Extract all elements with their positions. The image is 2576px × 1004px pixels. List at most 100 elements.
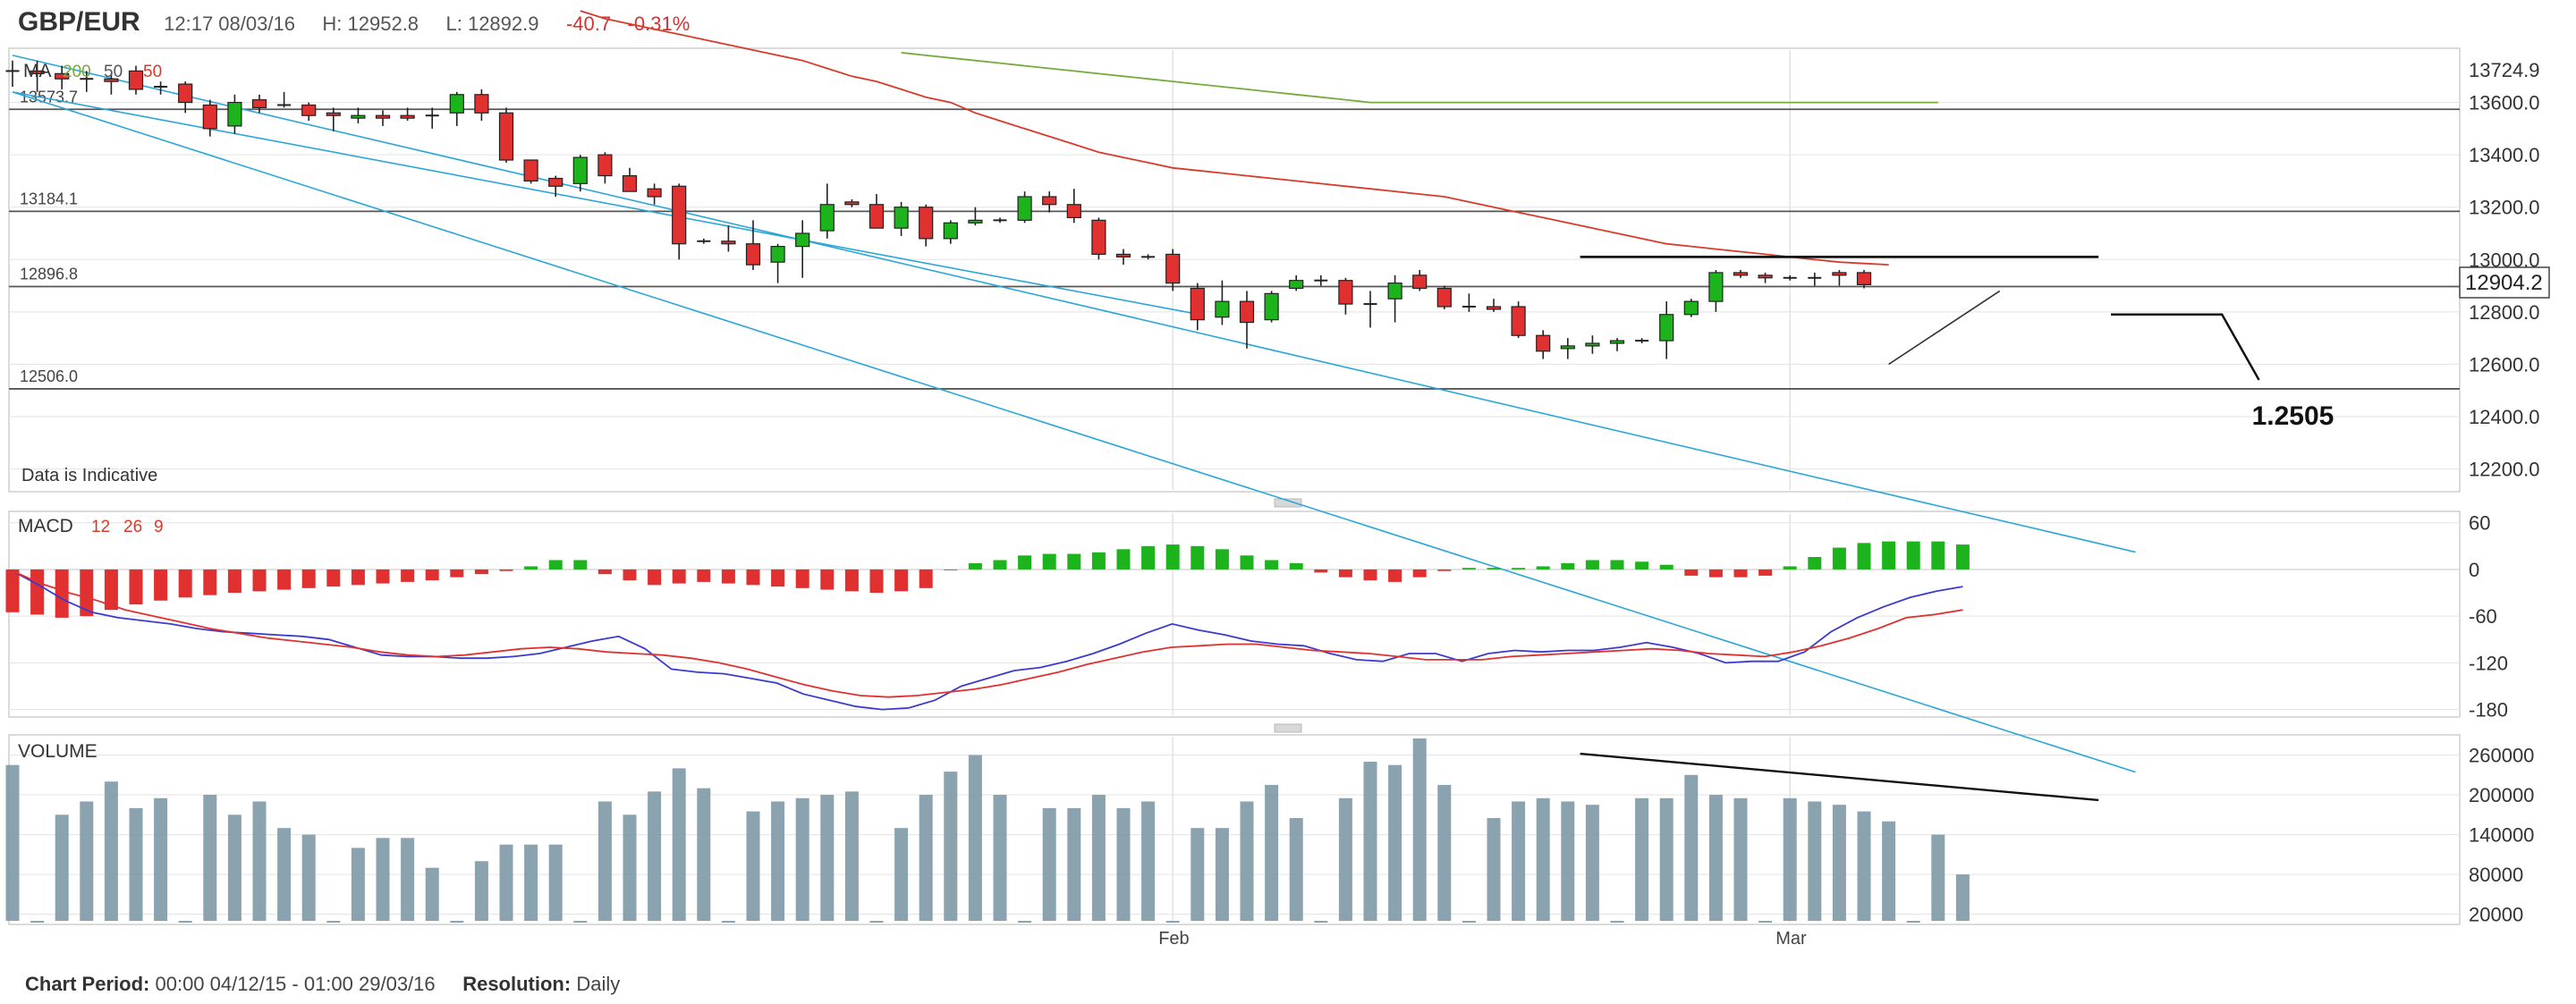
x-tick-label: Feb (1158, 929, 1189, 949)
volume-bar (474, 861, 488, 921)
volume-bar (1808, 801, 1822, 921)
volume-bar (1191, 828, 1205, 921)
candle-body (1708, 272, 1724, 302)
volume-bar (1955, 874, 1970, 921)
macd-param-fast: 12 (91, 518, 110, 536)
volume-bar (697, 788, 711, 921)
volume-bar (1388, 764, 1402, 921)
volume-bar (1684, 774, 1699, 921)
price-panel-frame (8, 47, 2461, 493)
candle-body (1239, 300, 1255, 324)
macd-histogram-bar (1116, 549, 1131, 569)
candle-body (672, 185, 687, 245)
ma-period-50a: 50 (104, 63, 123, 81)
macd-histogram-bar (844, 569, 859, 592)
volume-bar (1906, 921, 1920, 923)
level-label: 12506.0 (20, 367, 78, 385)
candle-body (844, 201, 860, 206)
ma-period-200: 200 (63, 63, 91, 81)
volume-bar (1240, 801, 1254, 921)
macd-histogram-bar (1165, 544, 1180, 569)
macd-histogram-bar (1042, 553, 1056, 569)
macd-histogram-bar (1512, 568, 1526, 569)
x-tick-label: Mar (1775, 929, 1807, 949)
macd-histogram-bar (1882, 541, 1896, 569)
price-tick-label: 12600.0 (2469, 353, 2540, 375)
macd-histogram-bar (795, 569, 809, 588)
volume-bar (1635, 797, 1649, 921)
ma-indicator-label: MA (23, 61, 52, 81)
macd-histogram-bar (401, 569, 415, 582)
candle-body (55, 72, 70, 80)
macd-histogram-bar (1363, 569, 1377, 581)
volume-bar (1832, 805, 1846, 921)
macd-histogram-bar (1635, 561, 1649, 569)
macd-histogram-bar (1708, 569, 1723, 578)
volume-bar (1585, 805, 1599, 921)
volume-title: VOLUME (18, 741, 97, 762)
macd-tick-label: -120 (2469, 652, 2508, 674)
macd-histogram-bar (450, 569, 464, 578)
candle-body (770, 246, 785, 263)
volume-bar (672, 768, 686, 921)
level-label: 12896.8 (20, 266, 78, 283)
candle-body (1683, 300, 1699, 316)
macd-histogram-bar (178, 569, 192, 598)
candle-body (894, 207, 909, 229)
macd-histogram-bar (919, 569, 933, 588)
candle-body (1017, 196, 1032, 221)
panel-resize-handle[interactable] (1274, 498, 1302, 508)
candle-body (1436, 287, 1452, 308)
volume-bar (1314, 921, 1328, 923)
macd-histogram-bar (548, 560, 563, 569)
macd-histogram-bar (425, 569, 439, 581)
resolution-label: Resolution: (462, 973, 572, 995)
last-price-tag (2459, 266, 2550, 299)
volume-bar (1882, 821, 1896, 921)
macd-histogram-bar (1684, 569, 1699, 576)
macd-histogram-bar (1832, 547, 1846, 569)
macd-histogram-bar (30, 569, 45, 615)
volume-bar (721, 921, 735, 923)
macd-title: MACD (18, 516, 73, 536)
macd-histogram-bar (1265, 560, 1279, 569)
candle-body (1264, 292, 1279, 321)
chart-period-value: 00:00 04/12/15 - 01:00 29/03/16 (155, 973, 436, 995)
candle-body (227, 101, 242, 127)
volume-bar (425, 867, 439, 921)
volume-bar (1338, 797, 1352, 921)
candle-body (647, 188, 662, 198)
volume-bar (1462, 921, 1476, 923)
candle-body (1486, 306, 1502, 310)
macd-tick-label: 0 (2469, 559, 2479, 581)
candle-body (1609, 340, 1625, 344)
high-value: H: 12952.8 (322, 13, 419, 35)
macd-histogram-bar (326, 569, 341, 587)
macd-histogram-bar (524, 566, 538, 569)
volume-bar (1512, 801, 1526, 921)
macd-panel-frame (8, 510, 2461, 718)
candle-body (1338, 280, 1353, 305)
macd-histogram-bar (80, 569, 94, 617)
macd-histogram-bar (203, 569, 217, 595)
macd-histogram-bar (1412, 569, 1427, 578)
volume-bar (1733, 797, 1748, 921)
volume-bar (154, 797, 168, 921)
low-value: L: 12892.9 (445, 13, 539, 35)
macd-histogram-bar (1388, 569, 1402, 582)
volume-bar (820, 795, 835, 921)
candle-body (523, 159, 538, 182)
price-tick-label: 13600.0 (2469, 92, 2540, 114)
macd-histogram-bar (648, 569, 662, 586)
candle-body (498, 112, 514, 161)
volume-bar (1018, 921, 1032, 923)
volume-bar (1536, 797, 1550, 921)
candle-body (1733, 272, 1749, 276)
candle-body (301, 104, 317, 116)
panel-resize-handle[interactable] (1274, 723, 1302, 733)
macd-histogram-bar (1561, 562, 1575, 569)
volume-bar (1289, 818, 1303, 921)
macd-histogram-bar (597, 569, 612, 575)
macd-histogram-bar (968, 562, 982, 569)
